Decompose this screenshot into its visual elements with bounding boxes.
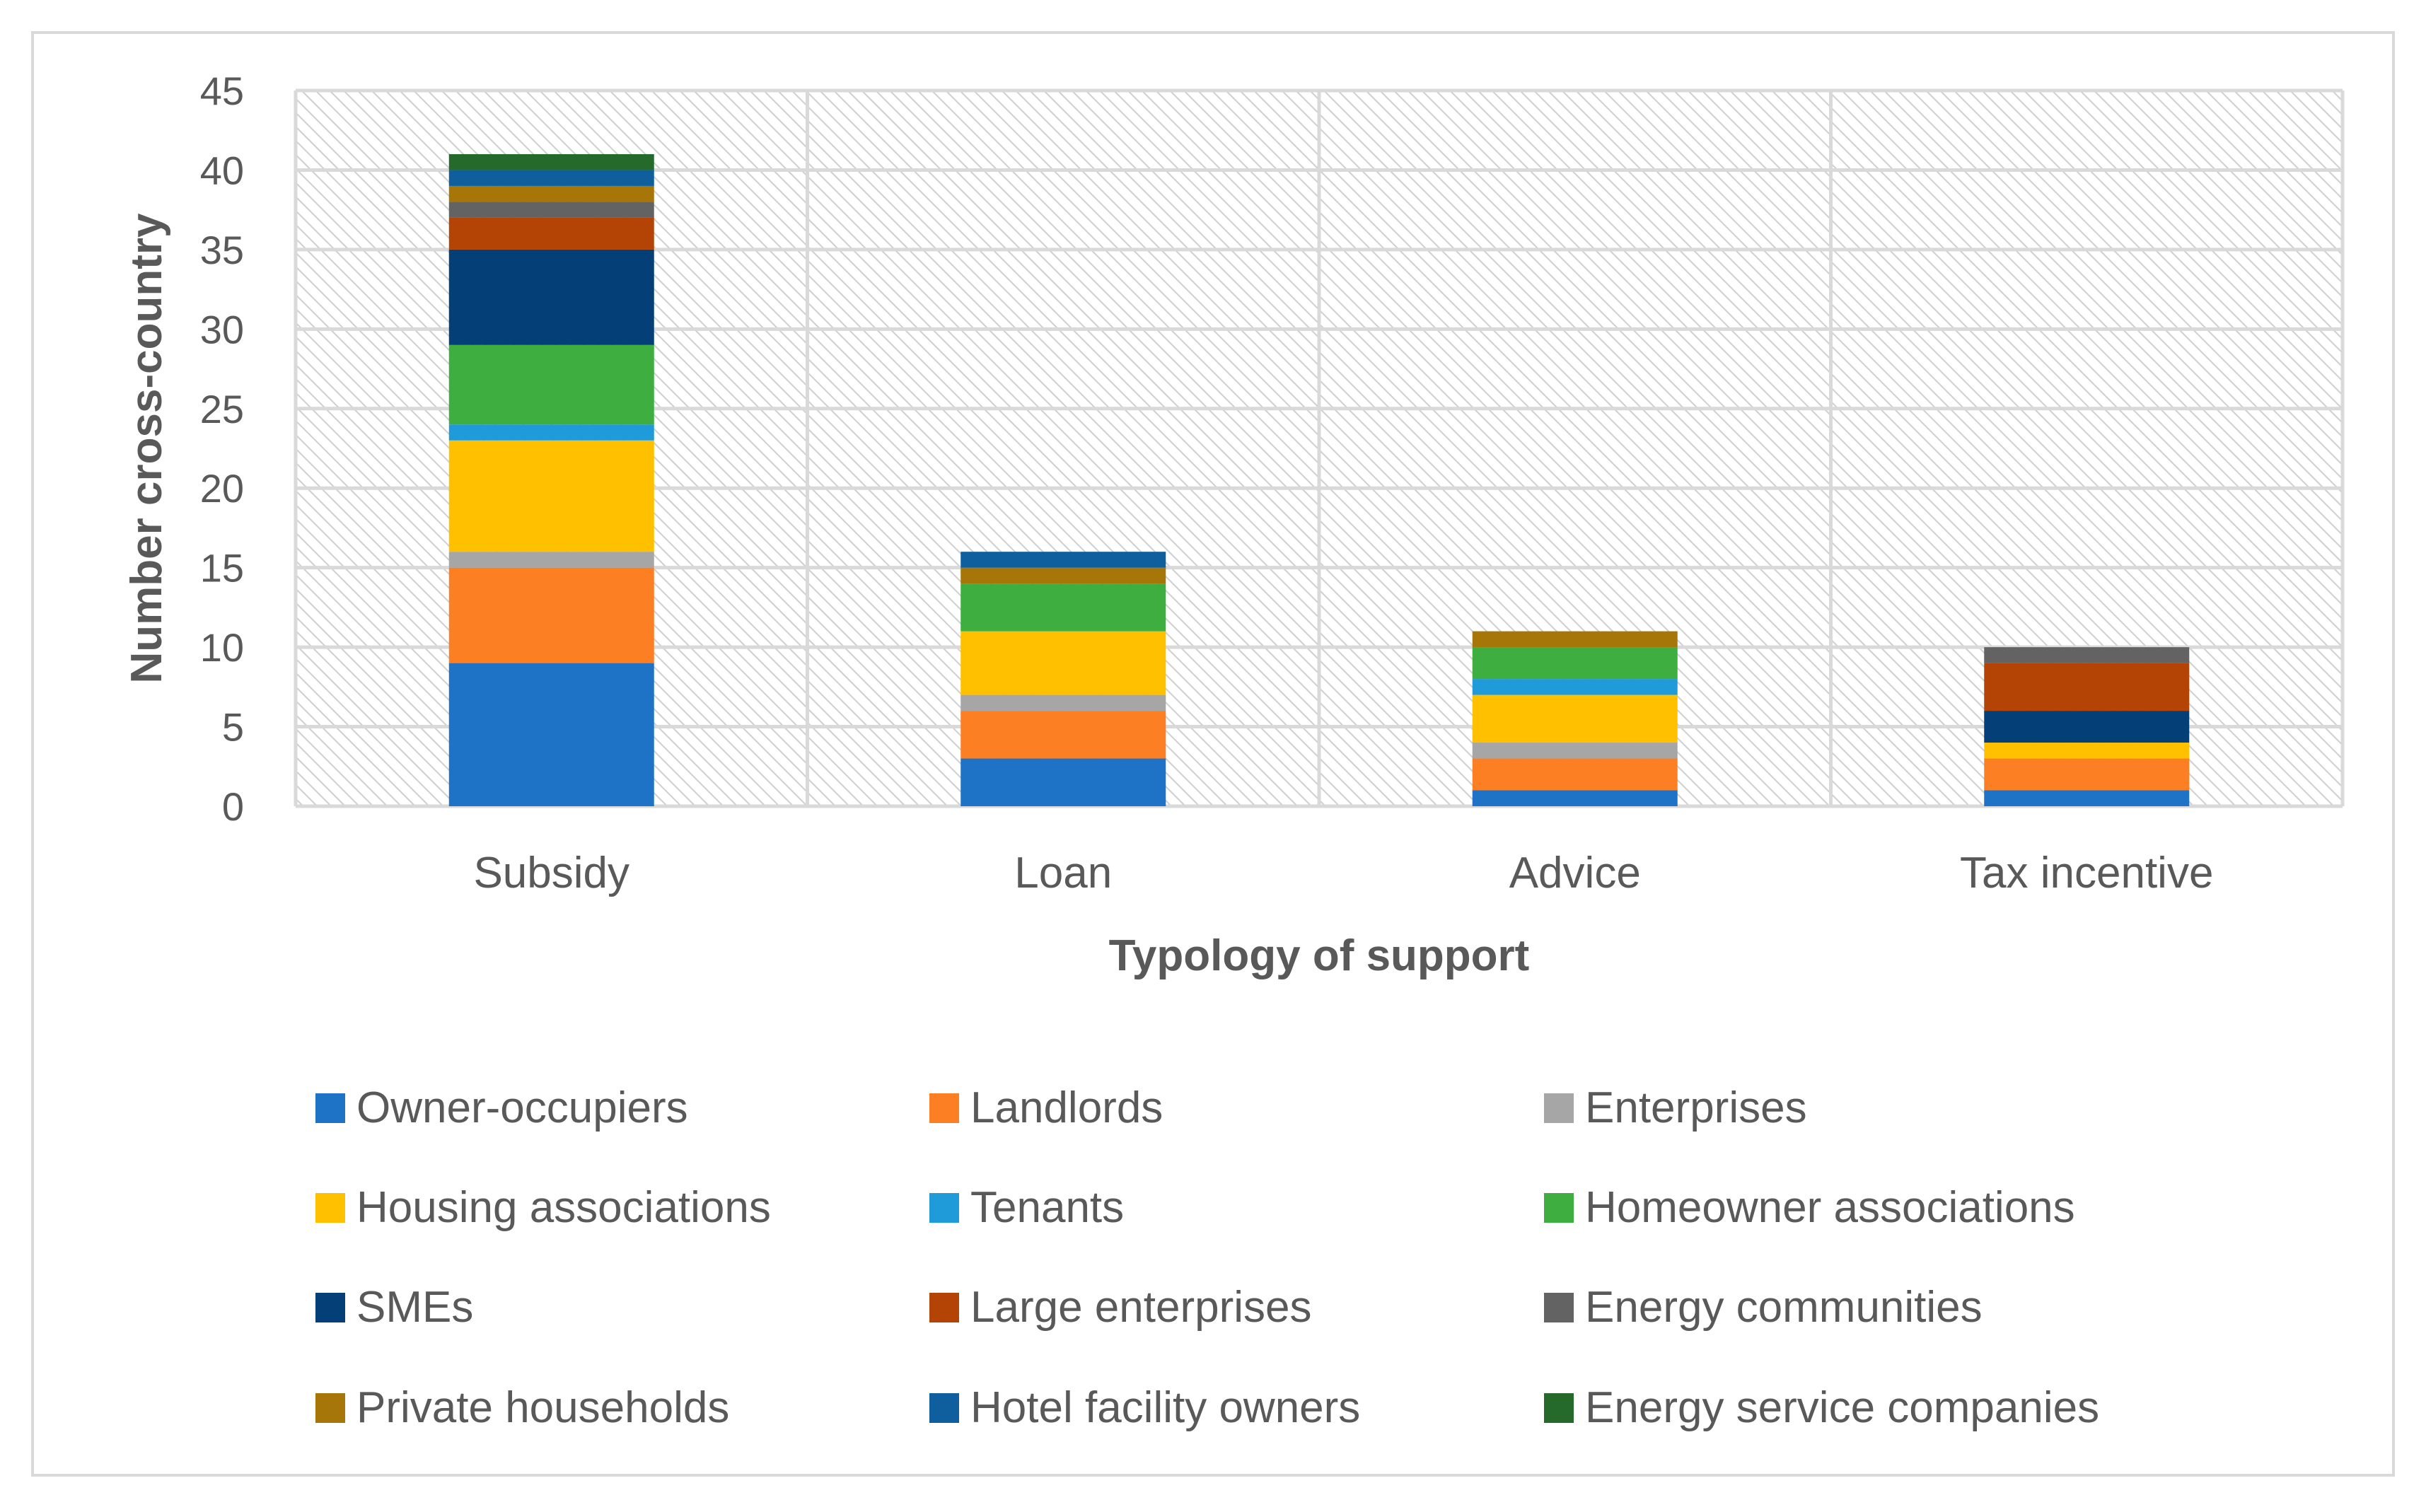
bar-0-series-7 bbox=[448, 217, 654, 250]
legend-swatch-10 bbox=[929, 1393, 959, 1423]
legend-label-5: Homeowner associations bbox=[1585, 1183, 2075, 1232]
legend-item-11: Energy service companies bbox=[1544, 1383, 2099, 1432]
legend-swatch-7 bbox=[929, 1293, 959, 1322]
legend-swatch-6 bbox=[315, 1293, 345, 1322]
legend-item-5: Homeowner associations bbox=[1544, 1183, 2075, 1232]
legend-swatch-8 bbox=[1544, 1293, 1574, 1322]
legend-item-10: Hotel facility owners bbox=[929, 1383, 1360, 1432]
bar-2-series-1 bbox=[1472, 758, 1678, 791]
bar-3-series-0 bbox=[1984, 790, 2190, 806]
y-tick-label-1: 5 bbox=[222, 705, 244, 750]
y-axis-title: Number cross-country bbox=[122, 213, 171, 683]
y-tick-label-7: 35 bbox=[200, 228, 244, 272]
legend-swatch-9 bbox=[315, 1393, 345, 1423]
legend-label-10: Hotel facility owners bbox=[970, 1383, 1360, 1432]
legend-item-7: Large enterprises bbox=[929, 1283, 1312, 1332]
x-tick-label-3: Tax incentive bbox=[1960, 849, 2213, 897]
bar-1-series-2 bbox=[960, 694, 1166, 711]
bar-3-series-8 bbox=[1984, 647, 2190, 663]
y-tick-label-3: 15 bbox=[200, 546, 244, 591]
bar-0-series-0 bbox=[448, 663, 654, 806]
bar-3-series-3 bbox=[1984, 743, 2190, 759]
legend-swatch-2 bbox=[1544, 1093, 1574, 1123]
x-tick-label-1: Loan bbox=[1014, 849, 1112, 897]
y-tick-label-5: 25 bbox=[200, 387, 244, 431]
x-tick-label-2: Advice bbox=[1509, 849, 1641, 897]
legend-label-3: Housing associations bbox=[356, 1183, 771, 1232]
bar-1-series-9 bbox=[960, 567, 1166, 584]
legend-label-11: Energy service companies bbox=[1585, 1383, 2099, 1432]
bar-2-series-9 bbox=[1472, 631, 1678, 648]
x-tick-label-0: Subsidy bbox=[473, 849, 629, 897]
legend-label-4: Tenants bbox=[970, 1183, 1124, 1232]
legend-item-3: Housing associations bbox=[315, 1183, 771, 1232]
legend-label-1: Landlords bbox=[970, 1083, 1163, 1132]
bar-0-series-5 bbox=[448, 344, 654, 425]
legend-swatch-11 bbox=[1544, 1393, 1574, 1423]
y-tick-label-2: 10 bbox=[200, 625, 244, 670]
bar-2-series-3 bbox=[1472, 694, 1678, 743]
bar-2-series-0 bbox=[1472, 790, 1678, 806]
legend-item-2: Enterprises bbox=[1544, 1083, 1807, 1132]
y-axis-ticks: 0 5 10 15 20 25 30 35 40 45 bbox=[200, 69, 244, 829]
bar-3-series-7 bbox=[1984, 663, 2190, 711]
legend-swatch-1 bbox=[929, 1093, 959, 1123]
bar-3-series-1 bbox=[1984, 758, 2190, 791]
legend-label-9: Private households bbox=[356, 1383, 729, 1432]
legend-swatch-3 bbox=[315, 1193, 345, 1223]
bar-0-series-2 bbox=[448, 552, 654, 568]
bar-1-series-10 bbox=[960, 552, 1166, 568]
y-tick-label-9: 45 bbox=[200, 69, 244, 113]
legend-item-9: Private households bbox=[315, 1383, 729, 1432]
legend-item-4: Tenants bbox=[929, 1183, 1124, 1232]
bar-0-series-6 bbox=[448, 249, 654, 345]
legend-label-8: Energy communities bbox=[1585, 1283, 1983, 1332]
legend-item-0: Owner-occupiers bbox=[315, 1083, 688, 1132]
legend-label-7: Large enterprises bbox=[970, 1283, 1312, 1332]
bar-0-series-11 bbox=[448, 153, 654, 170]
bar-2-series-5 bbox=[1472, 647, 1678, 680]
bar-0-series-1 bbox=[448, 567, 654, 663]
legend: Owner-occupiers Landlords Enterprises Housi… bbox=[315, 1083, 2099, 1432]
legend-swatch-4 bbox=[929, 1193, 959, 1223]
bar-0-series-8 bbox=[448, 202, 654, 218]
bars bbox=[448, 153, 2190, 806]
legend-label-2: Enterprises bbox=[1585, 1083, 1807, 1132]
x-axis-title: Typology of support bbox=[1109, 931, 1530, 980]
bar-1-series-1 bbox=[960, 711, 1166, 759]
y-tick-label-8: 40 bbox=[200, 148, 244, 192]
legend-label-6: SMEs bbox=[356, 1283, 473, 1332]
bar-0-series-9 bbox=[448, 185, 654, 202]
bar-2-series-2 bbox=[1472, 743, 1678, 759]
y-tick-label-4: 20 bbox=[200, 466, 244, 511]
legend-item-6: SMEs bbox=[315, 1283, 473, 1332]
bar-0-series-10 bbox=[448, 170, 654, 186]
legend-label-0: Owner-occupiers bbox=[356, 1083, 688, 1132]
y-tick-label-0: 0 bbox=[222, 784, 244, 829]
x-axis-ticks: Subsidy Loan Advice Tax incentive bbox=[473, 849, 2213, 897]
legend-item-8: Energy communities bbox=[1544, 1283, 1983, 1332]
bar-0-series-3 bbox=[448, 440, 654, 552]
legend-swatch-5 bbox=[1544, 1193, 1574, 1223]
bar-2-series-4 bbox=[1472, 679, 1678, 695]
bar-1-series-3 bbox=[960, 631, 1166, 695]
bar-1-series-5 bbox=[960, 583, 1166, 632]
bar-1-series-0 bbox=[960, 758, 1166, 806]
bar-0-series-4 bbox=[448, 424, 654, 441]
bar-3-series-6 bbox=[1984, 711, 2190, 743]
y-tick-label-6: 30 bbox=[200, 307, 244, 351]
legend-item-1: Landlords bbox=[929, 1083, 1163, 1132]
legend-swatch-0 bbox=[315, 1093, 345, 1123]
